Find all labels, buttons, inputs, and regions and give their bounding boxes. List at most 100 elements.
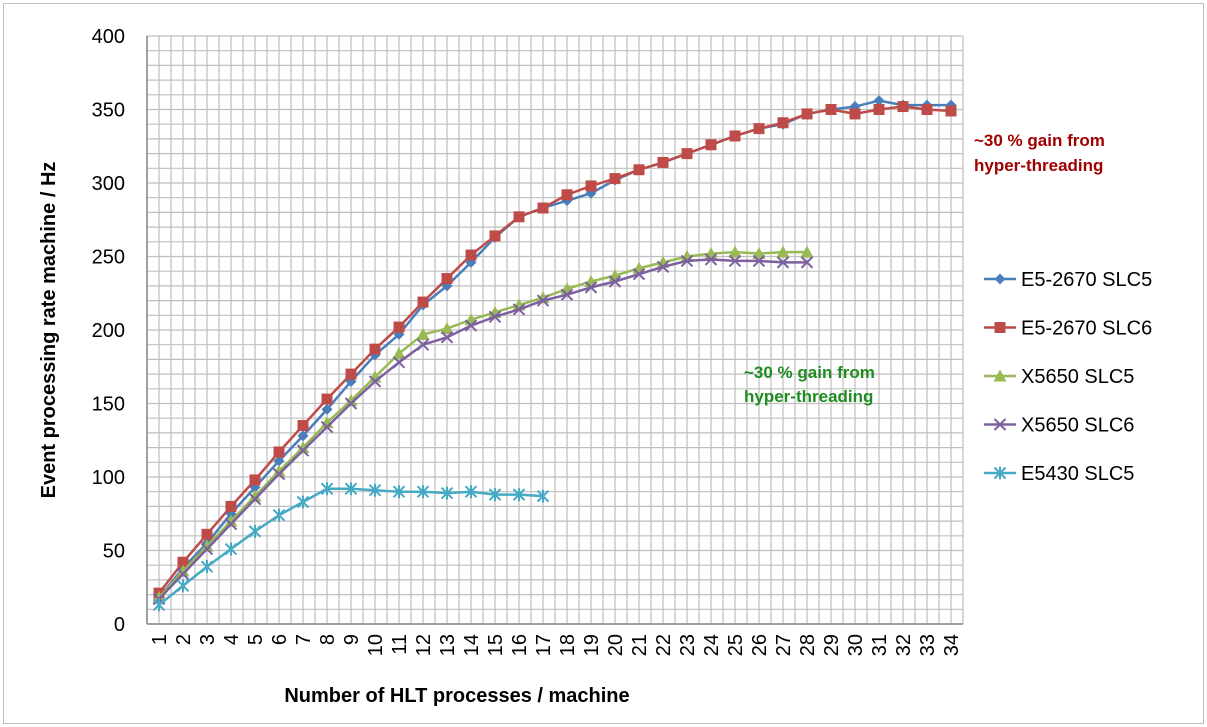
x-tick-label: 29 bbox=[821, 634, 843, 656]
annotation-red-line-1: ~30 % gain from bbox=[974, 131, 1105, 150]
x-tick-label: 25 bbox=[725, 634, 747, 656]
data-point bbox=[681, 148, 693, 160]
data-point bbox=[272, 467, 286, 481]
y-tick-label: 400 bbox=[92, 26, 125, 48]
data-point bbox=[392, 356, 406, 369]
data-point bbox=[440, 331, 454, 344]
data-point bbox=[537, 202, 549, 214]
legend-label: E5430 SLC5 bbox=[1021, 463, 1134, 485]
data-point bbox=[488, 488, 502, 502]
x-tick-label: 27 bbox=[773, 634, 795, 656]
data-point bbox=[321, 403, 333, 415]
y-axis-title: Event processing rate machine / Hz bbox=[38, 162, 60, 499]
x-tick-label: 8 bbox=[317, 634, 339, 645]
data-point bbox=[297, 430, 309, 442]
data-point bbox=[513, 211, 525, 223]
data-point bbox=[776, 245, 790, 258]
data-point bbox=[897, 101, 909, 113]
data-point bbox=[225, 500, 237, 512]
data-point bbox=[657, 156, 669, 168]
data-point bbox=[680, 254, 694, 268]
legend-entry: E5-2670 SLC6 bbox=[984, 318, 1152, 340]
data-point bbox=[201, 528, 213, 540]
data-point bbox=[536, 294, 550, 307]
x-tick-labels: 1 2 3 4 5 6 7 8 9 10 11 12 13 14 15 16 17 18 19 20 21 22 23 24 2… bbox=[149, 634, 963, 656]
data-point bbox=[344, 397, 358, 410]
annotation-green-line-2: hyper-threading bbox=[744, 387, 873, 406]
series-line bbox=[158, 105, 952, 594]
data-point bbox=[249, 474, 261, 486]
legend-entry: E5430 SLC5 bbox=[984, 463, 1134, 485]
x-tick-label: 2 bbox=[173, 634, 195, 645]
data-point bbox=[705, 139, 717, 151]
data-point bbox=[728, 245, 742, 258]
data-point bbox=[200, 539, 214, 552]
data-point bbox=[393, 321, 405, 333]
data-point bbox=[272, 464, 286, 477]
x-tick-label: 11 bbox=[389, 634, 411, 655]
series-layer bbox=[152, 95, 957, 612]
annotation-green-line-1: ~30 % gain from bbox=[744, 363, 875, 382]
series-line bbox=[158, 258, 807, 600]
x-tick-label: 20 bbox=[605, 634, 627, 656]
data-point bbox=[945, 105, 957, 117]
data-point bbox=[632, 267, 646, 281]
annotation-green: ~30 % gain from hyper-threading bbox=[744, 363, 875, 406]
y-tick-label: 100 bbox=[92, 467, 125, 489]
x-tick-label: 7 bbox=[293, 634, 315, 645]
x-tick-label: 9 bbox=[341, 634, 363, 645]
data-point bbox=[921, 104, 933, 115]
y-tick-label: 350 bbox=[92, 100, 125, 122]
data-point bbox=[200, 542, 214, 556]
legend-entry: X5650 SLC6 bbox=[984, 415, 1134, 437]
data-point bbox=[248, 524, 262, 538]
x-tick-label: 28 bbox=[797, 634, 819, 656]
data-point bbox=[344, 482, 358, 496]
data-point bbox=[440, 486, 454, 500]
data-point bbox=[729, 130, 741, 142]
legend-label: E5-2670 SLC5 bbox=[1021, 269, 1152, 291]
x-tick-label: 19 bbox=[581, 634, 603, 656]
data-point bbox=[633, 164, 645, 176]
x-tick-label: 15 bbox=[485, 634, 507, 656]
x-tick-label: 16 bbox=[509, 634, 531, 656]
series-4 bbox=[152, 482, 550, 612]
data-point bbox=[369, 343, 381, 355]
data-point bbox=[392, 485, 406, 499]
data-point bbox=[224, 542, 238, 556]
data-point bbox=[321, 393, 333, 405]
data-point bbox=[608, 275, 622, 288]
legend-marker bbox=[993, 418, 1007, 431]
data-point bbox=[752, 254, 766, 268]
data-point bbox=[345, 368, 357, 380]
data-point bbox=[368, 483, 382, 497]
x-tick-label: 5 bbox=[245, 634, 267, 645]
data-point bbox=[536, 489, 550, 503]
annotation-red-line-2: hyper-threading bbox=[974, 156, 1103, 175]
data-point bbox=[320, 420, 334, 434]
data-point bbox=[728, 254, 742, 268]
x-tick-label: 1 bbox=[149, 634, 171, 645]
x-tick-label: 14 bbox=[461, 634, 483, 656]
series-line bbox=[158, 250, 807, 599]
y-tick-label: 250 bbox=[92, 247, 125, 269]
x-tick-label: 3 bbox=[197, 634, 219, 645]
data-point bbox=[176, 579, 190, 593]
data-point bbox=[777, 117, 789, 129]
legend-marker bbox=[994, 322, 1006, 333]
data-point bbox=[873, 95, 885, 107]
legend-label: E5-2670 SLC6 bbox=[1021, 318, 1152, 340]
x-tick-label: 4 bbox=[221, 634, 243, 645]
data-point bbox=[416, 327, 430, 340]
data-point bbox=[561, 189, 573, 201]
data-point bbox=[584, 281, 598, 294]
data-point bbox=[417, 296, 429, 308]
data-point bbox=[272, 508, 286, 522]
legend-label: X5650 SLC6 bbox=[1021, 415, 1134, 437]
series-3 bbox=[152, 253, 814, 606]
data-point bbox=[800, 256, 814, 269]
x-tick-label: 10 bbox=[365, 634, 387, 656]
x-tick-label: 17 bbox=[533, 634, 555, 656]
data-point bbox=[320, 482, 334, 496]
